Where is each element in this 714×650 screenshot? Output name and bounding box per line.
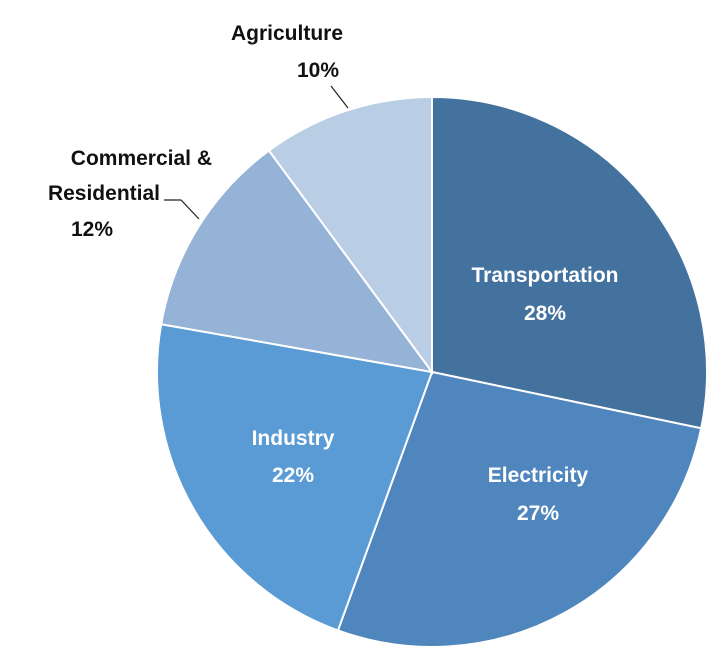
value-agriculture: 10% (297, 59, 339, 82)
pie-slices (156, 95, 708, 648)
slice-commercial-residential (160, 149, 435, 374)
label-transportation: Transportation (471, 264, 618, 287)
slice-electricity (336, 370, 703, 648)
leader-line-agriculture (330, 85, 349, 109)
slice-agriculture (267, 95, 433, 376)
value-electricity: 27% (517, 502, 559, 525)
label-agriculture: Agriculture (231, 22, 343, 45)
slice-industry (156, 323, 434, 632)
slice-transportation (431, 95, 708, 430)
label-commercial-line2: Residential (48, 182, 160, 205)
value-transportation: 28% (524, 302, 566, 325)
leader-line-commercial (164, 199, 200, 220)
label-commercial-line1: Commercial & (71, 147, 212, 170)
value-commercial: 12% (71, 218, 113, 241)
label-industry: Industry (252, 427, 335, 450)
label-electricity: Electricity (488, 464, 589, 487)
value-industry: 22% (272, 464, 314, 487)
